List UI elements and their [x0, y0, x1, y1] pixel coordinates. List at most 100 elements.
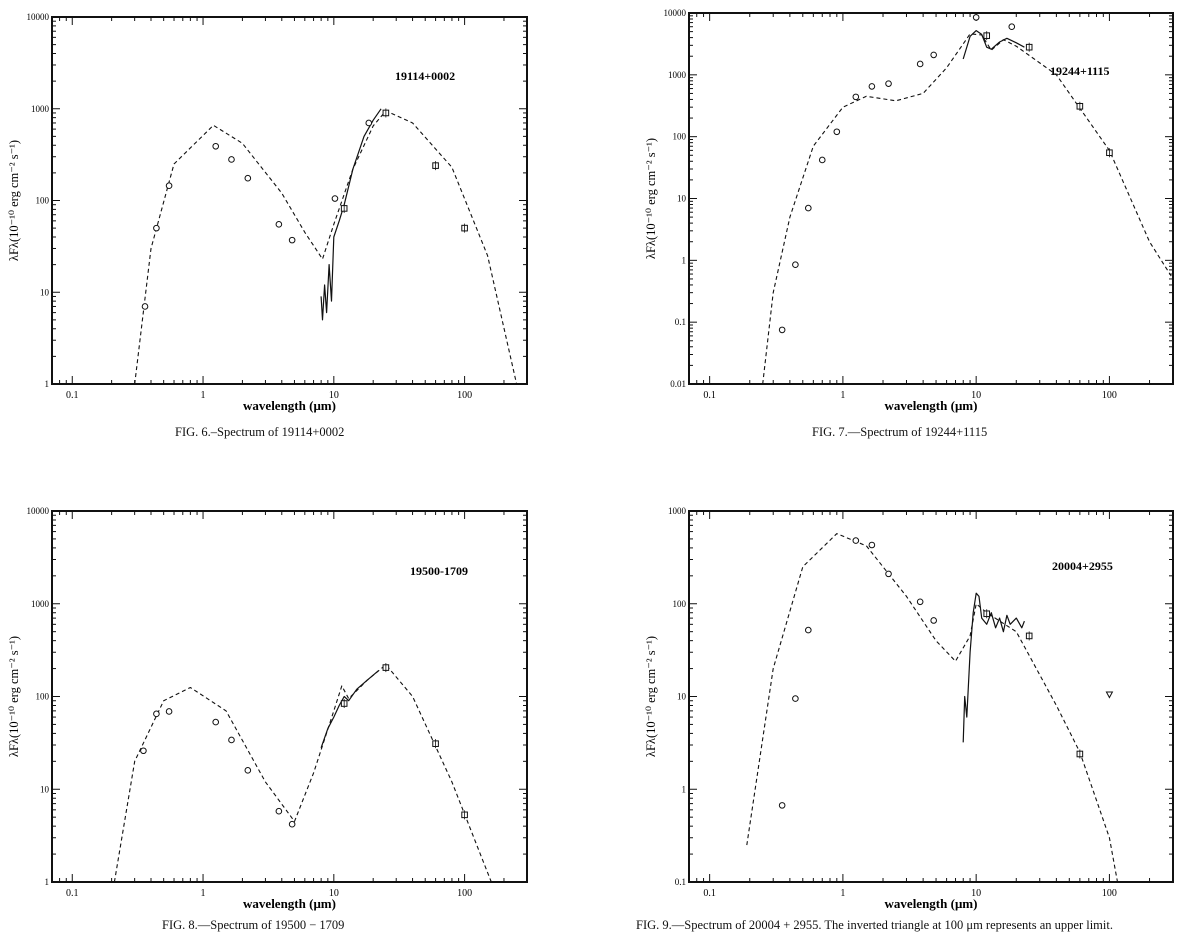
photometry-point [833, 128, 841, 136]
y-tick-label: 10000 [27, 506, 50, 516]
y-tick-label: 1 [682, 255, 687, 265]
photometry-point [165, 708, 173, 715]
y-tick-label: 1 [682, 784, 687, 794]
x-axis-label: wavelength (μm) [885, 896, 978, 911]
y-tick-label: 10 [40, 784, 50, 794]
y-tick-label: 10 [677, 692, 687, 702]
y-tick-label: 1000 [31, 104, 50, 114]
photometry-point [916, 60, 924, 68]
observed-spectrum [320, 108, 382, 321]
y-tick-label: 100 [36, 196, 50, 206]
y-axis-label: λFλ(10⁻¹⁰ erg cm⁻² s⁻¹) [644, 138, 658, 259]
photometry-point [228, 156, 235, 163]
object-label: 19244+1115 [1050, 64, 1110, 78]
photometry-point [805, 626, 812, 634]
photometry-point [244, 767, 252, 774]
photometry-point [141, 303, 149, 310]
chart-panel-4: 0.1 1 10 100 0.1 1 10 100 1000 wavelength (μm) λFλ… [644, 506, 1174, 911]
x-tick-label: 0.1 [66, 390, 79, 401]
plot-frame [51, 16, 528, 385]
x-tick-label: 10 [971, 888, 981, 899]
y-tick-label: 1000 [668, 506, 687, 516]
figure-7-caption: FIG. 7.—Spectrum of 19244+1115 [812, 425, 988, 439]
object-label: 19500-1709 [410, 564, 468, 578]
photometry-point [228, 736, 235, 744]
photometry-point [778, 326, 786, 334]
y-tick-label: 1000 [31, 599, 50, 609]
y-tick-label: 10 [677, 194, 687, 204]
y-axis-label: λFλ(10⁻¹⁰ erg cm⁻² s⁻¹) [644, 636, 658, 757]
photometry-point [165, 182, 173, 189]
x-tick-label: 1 [201, 888, 206, 899]
x-tick-label: 100 [1102, 888, 1117, 899]
x-tick-label: 1 [840, 390, 845, 401]
model-curve [746, 533, 1119, 882]
x-axis-label: wavelength (μm) [243, 896, 336, 911]
photometry-point [244, 174, 252, 182]
y-tick-label: 100 [673, 599, 687, 609]
y-tick-label: 1 [45, 379, 50, 389]
photometry-point [885, 80, 892, 87]
x-axis-label: wavelength (μm) [243, 398, 336, 413]
x-tick-label: 0.1 [703, 888, 716, 899]
photometry-point [868, 541, 876, 549]
x-tick-label: 0.1 [66, 888, 79, 899]
x-tick-label: 10 [329, 888, 339, 899]
photometry-point [1008, 23, 1016, 31]
x-tick-label: 10 [329, 390, 339, 401]
photometry-point [852, 537, 860, 544]
upper-limit-marker [1105, 691, 1114, 699]
photometry-point [140, 747, 147, 755]
photometry-point [331, 195, 339, 202]
x-tick-label: 1 [201, 390, 206, 401]
figure-9-caption: FIG. 9.—Spectrum of 20004 + 2955. The in… [636, 918, 1113, 932]
photometry-point [792, 261, 799, 268]
y-tick-label: 0.01 [670, 379, 686, 389]
chart-panel-1: 0.1 1 10 100 1 10 100 1000 10000 wavelength (μm) λ… [7, 12, 528, 413]
x-tick-label: 10 [971, 390, 981, 401]
model-curve [134, 110, 518, 384]
photometry-point [916, 598, 924, 606]
chart-panel-3: 0.1 1 10 100 1 10 100 1000 10000 wavelength (μm) λ… [7, 506, 528, 911]
chart-panel-2: 0.1 1 10 100 0.01 0.1 1 10 100 1000 10000 wavelengt… [644, 8, 1174, 413]
x-tick-label: 100 [457, 888, 472, 899]
photometry-point [153, 224, 160, 232]
x-tick-label: 0.1 [703, 390, 716, 401]
y-tick-label: 100 [36, 692, 50, 702]
photometry-point [852, 93, 860, 101]
y-axis-label: λFλ(10⁻¹⁰ erg cm⁻² s⁻¹) [7, 636, 21, 757]
observed-spectrum [962, 30, 1025, 60]
y-tick-label: 10 [40, 287, 50, 297]
figure-8-caption: FIG. 8.—Spectrum of 19500 − 1709 [162, 918, 345, 932]
photometry-point [972, 14, 980, 21]
observed-spectrum [320, 670, 379, 748]
object-label: 20004+2955 [1052, 559, 1113, 573]
photometry-point [275, 807, 283, 815]
photometry-point [930, 51, 937, 59]
photometry-point [868, 83, 876, 90]
x-tick-label: 100 [1102, 390, 1117, 401]
photometry-point [212, 142, 220, 150]
y-tick-label: 10000 [664, 8, 687, 18]
y-tick-label: 10000 [27, 12, 50, 22]
model-curve [113, 664, 492, 882]
object-label: 19114+0002 [395, 69, 455, 83]
photometry-point [805, 204, 812, 212]
photometry-point [818, 156, 826, 164]
photometry-point [885, 570, 892, 578]
y-tick-label: 0.1 [675, 877, 686, 887]
photometry-point [275, 221, 283, 228]
photometry-point [792, 695, 799, 702]
photometry-point [778, 802, 786, 809]
x-tick-label: 100 [457, 390, 472, 401]
y-tick-label: 100 [673, 132, 687, 142]
figure-6-caption: FIG. 6.–Spectrum of 19114+0002 [175, 425, 345, 439]
y-axis-label: λFλ(10⁻¹⁰ erg cm⁻² s⁻¹) [7, 140, 21, 261]
photometry-point [930, 617, 937, 624]
model-curve [762, 33, 1173, 384]
x-tick-label: 1 [840, 888, 845, 899]
y-tick-label: 1 [45, 877, 50, 887]
x-axis-label: wavelength (μm) [885, 398, 978, 413]
